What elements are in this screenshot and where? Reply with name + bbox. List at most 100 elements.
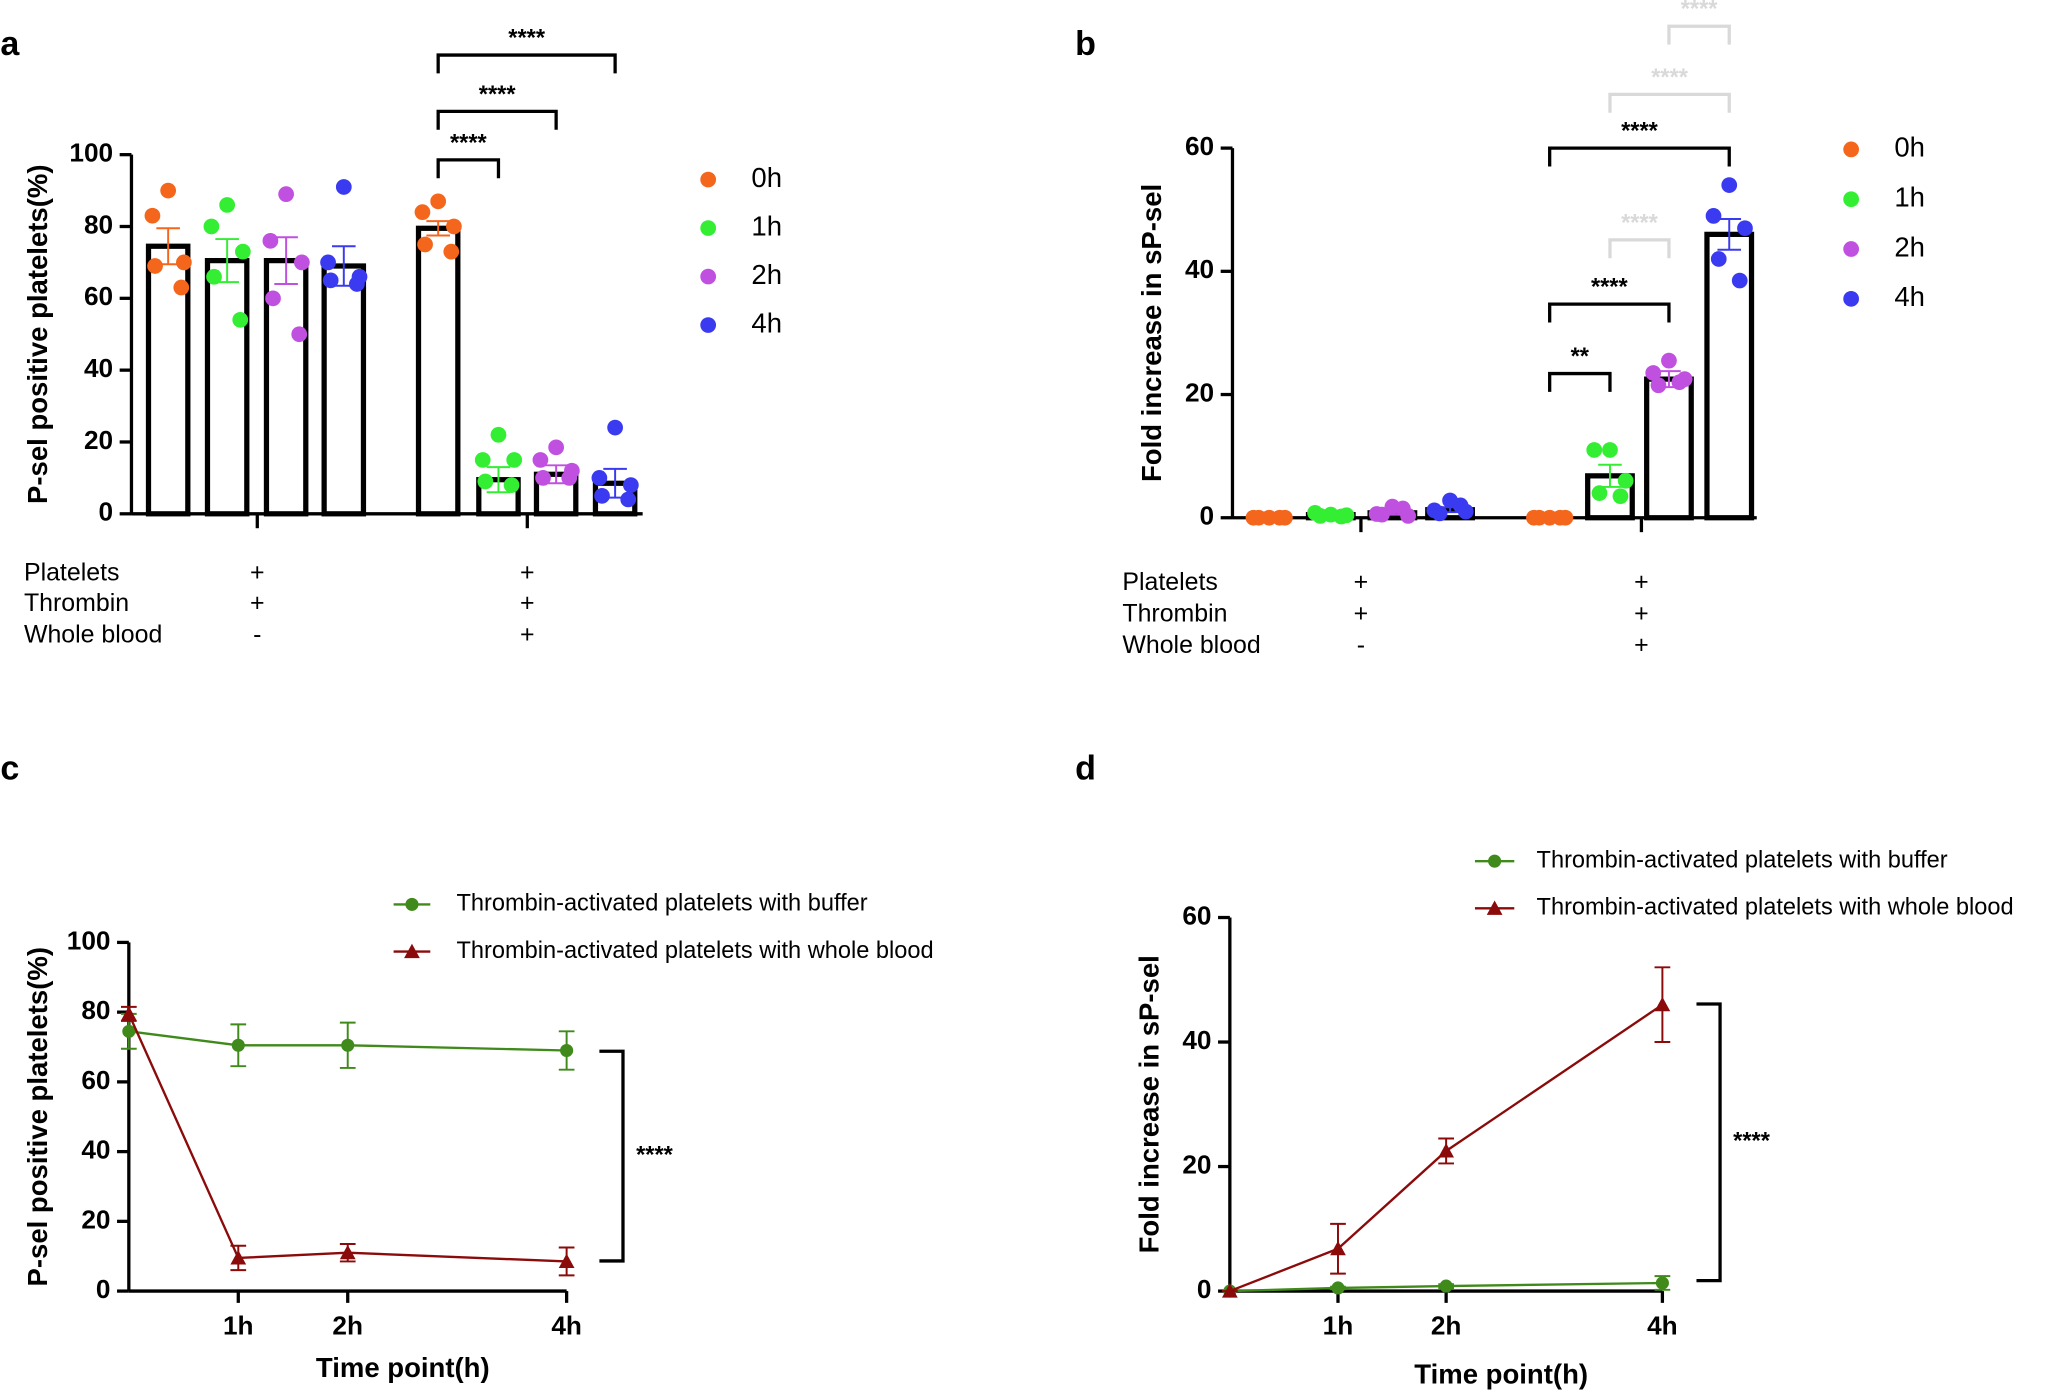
x-tick-label: 1h [223, 1311, 254, 1341]
data-point [230, 1250, 247, 1265]
data-point [477, 473, 494, 490]
data-point [1250, 509, 1267, 526]
row-label: Thrombin [24, 589, 129, 617]
sig-label: **** [450, 129, 488, 155]
x-tick-label: 2h [1431, 1311, 1462, 1341]
x-tick-label: 4h [551, 1311, 582, 1341]
sig-label: **** [508, 25, 546, 51]
data-point [414, 204, 431, 220]
data-point [265, 290, 281, 307]
data-point [607, 419, 623, 436]
y-tick-label: 20 [84, 425, 113, 455]
data-point [560, 1043, 574, 1058]
data-point [1374, 506, 1390, 523]
y-tick-label: 60 [1182, 900, 1211, 930]
data-point [122, 1024, 136, 1038]
data-point [548, 439, 564, 456]
row-label: Whole blood [1122, 631, 1260, 659]
legend-marker [1843, 141, 1860, 158]
data-point [1431, 505, 1448, 522]
data-point [535, 470, 551, 486]
sig-bracket [1696, 1002, 1722, 1283]
data-point [1671, 374, 1688, 391]
row-sign: - [1357, 631, 1365, 659]
series-line [127, 1013, 567, 1263]
data-point [1271, 509, 1288, 526]
y-tick-label: 60 [84, 281, 113, 311]
data-point [558, 1253, 575, 1268]
y-tick-label: 0 [96, 1274, 111, 1304]
data-point [1645, 365, 1662, 381]
row-sign: + [1354, 599, 1369, 627]
legend-label: 1h [1894, 181, 1925, 212]
y-tick-label: 40 [84, 353, 113, 383]
data-point [503, 477, 520, 493]
data-point [1333, 508, 1350, 525]
panel-letter: a [0, 25, 20, 63]
sig-bracket [436, 158, 501, 179]
row-sign: + [1634, 568, 1649, 596]
data-point [1612, 488, 1629, 505]
data-point [622, 477, 639, 493]
data-point [349, 276, 365, 292]
row-sign: + [1354, 568, 1369, 596]
data-point [1650, 377, 1667, 394]
data-point [120, 1006, 137, 1021]
y-tick-label: 100 [69, 138, 113, 168]
legend-label: 0h [1894, 132, 1925, 163]
legend-marker [1486, 900, 1503, 915]
data-point [1661, 352, 1677, 369]
sig-label: **** [1681, 0, 1719, 22]
data-point [1395, 500, 1411, 517]
series-line [1229, 1003, 1664, 1293]
data-point [620, 491, 637, 508]
data-point [262, 232, 279, 249]
row-sign: + [520, 620, 535, 648]
data-point [1705, 208, 1722, 224]
sig-bracket [1608, 92, 1731, 113]
y-axis-title: Fold increase in sP-sel [1136, 184, 1167, 482]
legend-marker [700, 268, 717, 285]
legend-label: Thrombin-activated platelets with buffer [1537, 846, 1948, 872]
sig-bracket [436, 53, 617, 74]
legend-marker [700, 220, 717, 236]
sig-label: **** [1621, 209, 1659, 235]
legend-marker [1843, 290, 1860, 307]
data-point [1330, 1240, 1346, 1256]
data-point [341, 1038, 355, 1052]
legend-marker [1488, 854, 1502, 868]
bar [321, 263, 367, 517]
data-point [339, 1244, 356, 1260]
legend-label: Thrombin-activated platelets with buffer [457, 890, 868, 916]
data-point [446, 218, 462, 235]
x-tick-label: 2h [332, 1311, 363, 1341]
data-point [291, 326, 308, 343]
y-tick-label: 40 [81, 1135, 110, 1165]
y-axis-title: P-sel positive platelets(%) [22, 165, 53, 504]
data-point [320, 254, 336, 271]
data-point [335, 179, 352, 195]
data-point [219, 197, 236, 213]
data-point [1654, 996, 1671, 1012]
bar [204, 257, 250, 517]
y-tick-label: 60 [81, 1065, 110, 1095]
data-point [160, 182, 177, 199]
data-point [1602, 442, 1618, 458]
row-sign: + [1634, 631, 1649, 659]
series-line [128, 1030, 567, 1052]
row-label: Platelets [1122, 568, 1217, 596]
sig-label: **** [1651, 64, 1689, 90]
sig-label: **** [636, 1141, 674, 1167]
y-tick-label: 0 [99, 497, 114, 527]
row-sign: + [520, 589, 535, 617]
y-tick-label: 60 [1185, 131, 1214, 161]
bar [1644, 376, 1694, 521]
sig-bracket [599, 1049, 625, 1263]
y-tick-label: 80 [84, 209, 113, 239]
data-point [417, 236, 433, 253]
data-point [1586, 442, 1603, 458]
panel-letter: b [1075, 25, 1096, 63]
data-point [1731, 272, 1748, 289]
sig-label: ** [1571, 343, 1590, 369]
data-point [147, 258, 163, 274]
